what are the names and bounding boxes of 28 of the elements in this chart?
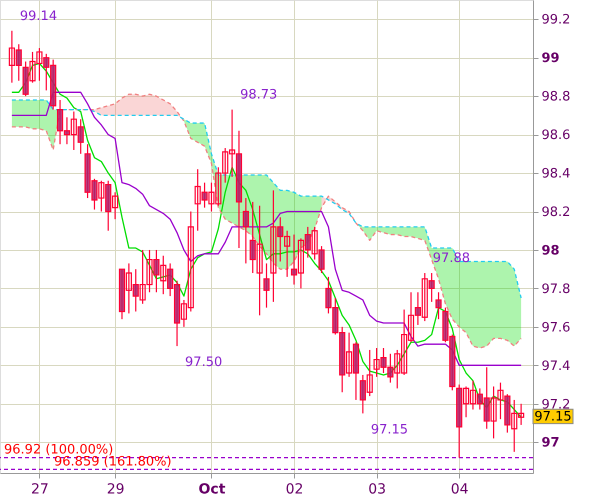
candlestick xyxy=(263,262,270,308)
line-series xyxy=(11,99,522,299)
y-tick-label: 97 xyxy=(542,436,560,451)
y-tick-label: 98.2 xyxy=(542,205,570,220)
ref-line-label: 96.859 (161.80%) xyxy=(54,454,172,470)
y-tick-label: 97.4 xyxy=(542,358,570,374)
x-tick-label: 27 xyxy=(30,482,49,497)
y-tick-label: 97.6 xyxy=(542,320,570,336)
y-tick-label: 98.4 xyxy=(542,166,570,182)
y-tick-label: 98.8 xyxy=(542,90,570,105)
text: 97.15 xyxy=(534,409,572,424)
annotation: 99.14 xyxy=(20,8,58,24)
y-tick-label: 98 xyxy=(542,243,560,258)
annotation: 97.88 xyxy=(432,251,470,266)
y-tick-label: 98.6 xyxy=(542,128,570,144)
y-tick-label: 99.2 xyxy=(542,12,570,28)
annotation: 97.15 xyxy=(370,422,408,438)
x-tick-label: Oct xyxy=(198,482,226,497)
candlestick xyxy=(435,292,442,320)
x-tick-label: 04 xyxy=(450,482,469,497)
x-tick-label: 03 xyxy=(368,482,386,497)
y-tick-label: 97.8 xyxy=(542,282,570,297)
x-tick-label: 29 xyxy=(106,482,125,497)
annotation: 97.50 xyxy=(185,355,222,370)
candlestick xyxy=(242,197,249,264)
annotation: 98.73 xyxy=(240,88,278,103)
x-tick-label: 02 xyxy=(286,482,304,497)
y-tick-label: 99 xyxy=(542,51,560,66)
